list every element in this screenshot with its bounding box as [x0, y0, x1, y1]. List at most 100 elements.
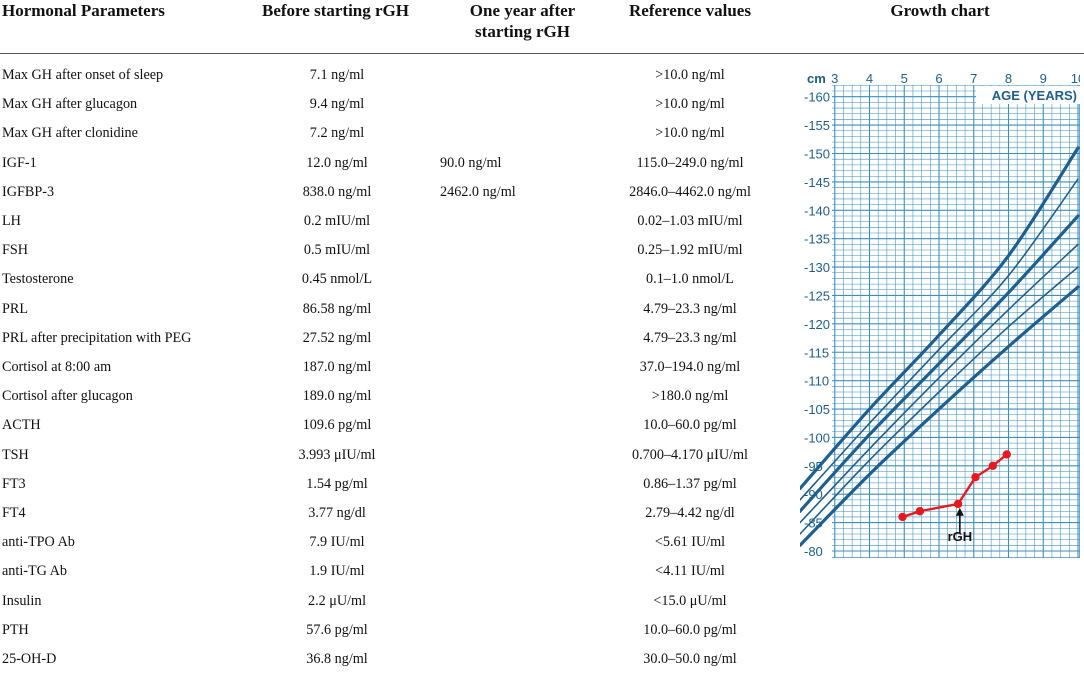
- table-row: FT4 3.77 ng/dl 2.79–4.42 ng/dl: [0, 505, 790, 534]
- header-after-line1: One year after: [469, 1, 576, 20]
- x-tick-label: 10: [1071, 71, 1080, 86]
- x-tick-label: 3: [831, 71, 838, 86]
- percentile-curve: [800, 214, 1080, 513]
- reference-value-cell: 0.02–1.03 mIU/ml: [637, 213, 743, 229]
- y-tick-label: -160: [804, 90, 830, 105]
- y-tick-label: -145: [804, 175, 830, 190]
- before-value-cell: 0.2 mIU/ml: [303, 213, 371, 229]
- reference-value-cell: 2.79–4.42 ng/dl: [645, 505, 735, 521]
- table-row: Cortisol after glucagon 189.0 ng/ml >180.0…: [0, 388, 790, 417]
- header-rule: [0, 53, 1084, 54]
- y-tick-label: -135: [804, 232, 830, 247]
- parameter-cell: PRL after precipitation with PEG: [2, 329, 192, 346]
- y-tick-label: -140: [804, 203, 830, 218]
- rgh-annotation: rGH: [948, 529, 973, 544]
- reference-value-cell: >10.0 ng/ml: [655, 125, 725, 142]
- table-row: FSH 0.5 mIU/ml 0.25–1.92 mIU/ml: [0, 242, 790, 271]
- before-value-cell: 7.9 IU/ml: [309, 534, 365, 551]
- reference-value-cell: <4.11 IU/ml: [655, 563, 725, 580]
- xlabel-band: [976, 86, 1080, 104]
- before-value-cell: 2.2 μU/ml: [307, 592, 367, 609]
- parameter-cell: anti-TG Ab: [2, 563, 68, 580]
- x-tick-label: 6: [935, 71, 942, 86]
- parameter-cell: 25-OH-D: [2, 651, 57, 667]
- table-row: Max GH after glucagon 9.4 ng/ml >10.0 ng/m…: [0, 96, 790, 125]
- table-row: LH 0.2 mIU/ml 0.02–1.03 mIU/ml: [0, 213, 790, 242]
- percentile-curve: [800, 146, 1080, 491]
- reference-value-cell: 4.79–23.3 ng/ml: [643, 329, 737, 346]
- y-tick-label: -130: [804, 260, 830, 275]
- rgh-arrow-head: [955, 507, 964, 516]
- reference-value-cell: 4.79–23.3 ng/ml: [643, 300, 737, 317]
- parameter-cell: IGF-1: [2, 154, 37, 171]
- percentile-curve: [800, 266, 1079, 535]
- percentile-curve: [800, 178, 1079, 501]
- table-row: PRL after precipitation with PEG 27.52 ng…: [0, 330, 790, 359]
- before-value-cell: 86.58 ng/ml: [302, 300, 372, 317]
- parameter-cell: FT3: [2, 475, 26, 492]
- before-value-cell: 36.8 ng/ml: [306, 651, 368, 667]
- reference-value-cell: 0.700–4.170 μIU/ml: [632, 446, 748, 463]
- before-value-cell: 7.1 ng/ml: [309, 67, 365, 83]
- table-row: Max GH after clonidine 7.2 ng/ml >10.0 ng/…: [0, 125, 790, 154]
- y-tick-label: -105: [804, 402, 830, 417]
- patient-data-point: [1002, 450, 1011, 459]
- before-value-cell: 838.0 ng/ml: [302, 183, 372, 200]
- before-value-cell: 189.0 ng/ml: [302, 388, 372, 405]
- reference-value-cell: <5.61 IU/ml: [654, 534, 726, 551]
- reference-value-cell: 10.0–60.0 pg/ml: [643, 621, 737, 638]
- header-growth-chart: Growth chart: [890, 1, 990, 20]
- reference-value-cell: 0.86–1.37 pg/ml: [643, 475, 737, 492]
- header-reference: Reference values: [629, 1, 751, 20]
- table-row: anti-TPO Ab 7.9 IU/ml <5.61 IU/ml: [0, 534, 790, 563]
- before-value-cell: 187.0 ng/ml: [302, 359, 372, 375]
- patient-data-point: [988, 461, 998, 471]
- reference-value-cell: >10.0 ng/ml: [655, 96, 725, 113]
- header-before: Before starting rGH: [262, 1, 409, 20]
- table-row: PTH 57.6 pg/ml 10.0–60.0 pg/ml: [0, 622, 790, 651]
- x-tick-label: 7: [970, 71, 977, 86]
- table-row: Cortisol at 8:00 am 187.0 ng/ml 37.0–194.0…: [0, 359, 790, 388]
- parameter-cell: FSH: [2, 242, 29, 259]
- reference-value-cell: 37.0–194.0 ng/ml: [639, 359, 741, 375]
- parameter-cell: FT4: [2, 505, 26, 521]
- before-value-cell: 3.77 ng/dl: [308, 505, 366, 521]
- percentile-curve: [800, 243, 1079, 524]
- table-row: IGF-1 12.0 ng/ml 90.0 ng/ml 115.0–249.0 ng/…: [0, 155, 790, 184]
- after-value-cell: 90.0 ng/ml: [440, 154, 502, 171]
- table-row: Testosterone 0.45 nmol/L 0.1–1.0 nmol/L: [0, 271, 790, 300]
- parameter-cell: PTH: [2, 621, 29, 638]
- table-row: ACTH 109.6 pg/ml 10.0–60.0 pg/ml: [0, 417, 790, 446]
- table-row: TSH 3.993 μIU/ml 0.700–4.170 μIU/ml: [0, 447, 790, 476]
- parameter-cell: anti-TPO Ab: [2, 534, 75, 551]
- table-row: PRL 86.58 ng/ml 4.79–23.3 ng/ml: [0, 301, 790, 330]
- table-row: FT3 1.54 pg/ml 0.86–1.37 pg/ml: [0, 476, 790, 505]
- patient-data-point: [971, 472, 980, 482]
- before-value-cell: 27.52 ng/ml: [302, 329, 372, 346]
- before-value-cell: 0.45 nmol/L: [301, 271, 373, 288]
- parameter-cell: ACTH: [2, 417, 41, 434]
- reference-value-cell: 0.1–1.0 nmol/L: [646, 271, 734, 288]
- parameter-cell: Cortisol at 8:00 am: [2, 359, 112, 375]
- table-row: Max GH after onset of sleep 7.1 ng/ml >10.…: [0, 67, 790, 96]
- table-row: Insulin 2.2 μU/ml <15.0 μU/ml: [0, 593, 790, 622]
- parameter-cell: IGFBP-3: [2, 183, 55, 200]
- x-tick-label: 8: [1005, 71, 1012, 86]
- after-value-cell: 2462.0 ng/ml: [440, 183, 516, 200]
- y-tick-label: -80: [804, 544, 823, 558]
- before-value-cell: 0.5 mIU/ml: [303, 242, 371, 259]
- y-tick-label: -100: [804, 430, 830, 445]
- before-value-cell: 9.4 ng/ml: [309, 96, 365, 113]
- reference-value-cell: >10.0 ng/ml: [655, 67, 725, 83]
- y-tick-label: -150: [804, 147, 830, 162]
- chart-frame: [800, 71, 1080, 558]
- reference-value-cell: >180.0 ng/ml: [651, 388, 729, 405]
- header-parameter: Hormonal Parameters: [2, 1, 165, 20]
- table-row: 25-OH-D 36.8 ng/ml 30.0–50.0 ng/ml: [0, 651, 790, 680]
- parameter-cell: Insulin: [2, 592, 42, 609]
- y-tick-label: -115: [804, 345, 829, 360]
- x-tick-label: 9: [1040, 71, 1047, 86]
- parameter-cell: PRL: [2, 300, 29, 317]
- header-after-line2: starting rGH: [475, 22, 570, 41]
- parameter-cell: Testosterone: [2, 271, 74, 288]
